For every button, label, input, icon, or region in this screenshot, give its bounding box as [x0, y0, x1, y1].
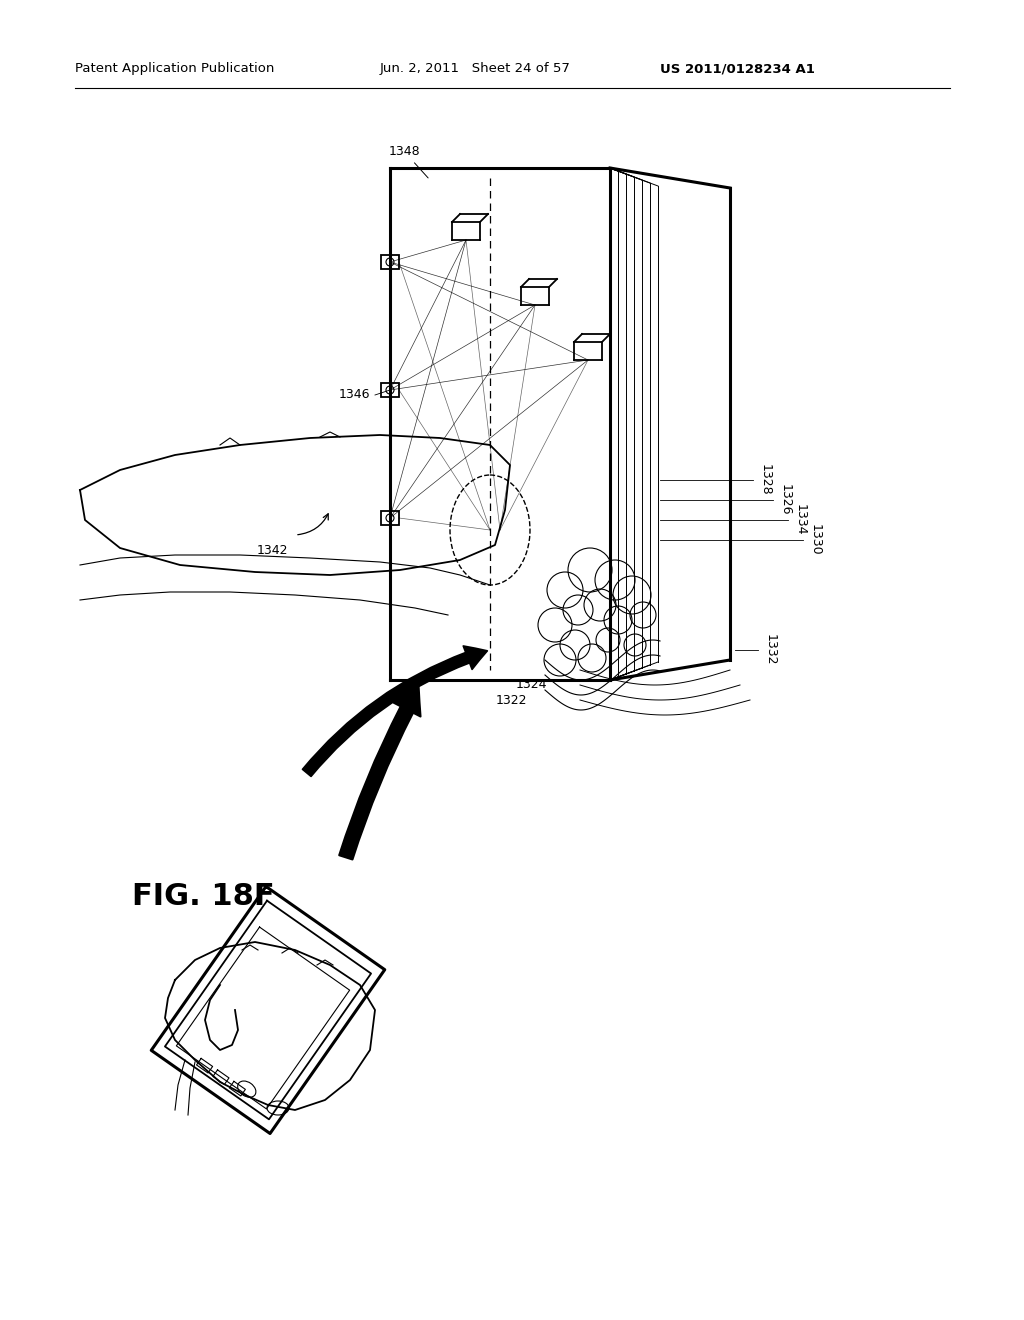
Text: 1346: 1346 — [339, 388, 370, 401]
FancyArrowPatch shape — [298, 513, 329, 535]
Text: 1334: 1334 — [794, 504, 807, 536]
Text: 1328: 1328 — [759, 465, 771, 496]
Text: 1324: 1324 — [516, 678, 548, 692]
Text: 1330: 1330 — [809, 524, 821, 556]
Text: 1332: 1332 — [764, 634, 776, 665]
Text: US 2011/0128234 A1: US 2011/0128234 A1 — [660, 62, 815, 75]
Text: Patent Application Publication: Patent Application Publication — [75, 62, 274, 75]
Text: 1322: 1322 — [496, 693, 527, 706]
FancyArrowPatch shape — [339, 688, 421, 859]
Text: Jun. 2, 2011   Sheet 24 of 57: Jun. 2, 2011 Sheet 24 of 57 — [380, 62, 570, 75]
Text: 1342: 1342 — [256, 544, 288, 557]
Bar — [381, 511, 399, 525]
Text: 1326: 1326 — [778, 484, 792, 516]
Bar — [381, 383, 399, 397]
Text: FIG. 18F: FIG. 18F — [132, 882, 274, 911]
Text: 1348: 1348 — [388, 145, 428, 178]
Bar — [381, 255, 399, 269]
FancyArrowPatch shape — [302, 645, 487, 776]
